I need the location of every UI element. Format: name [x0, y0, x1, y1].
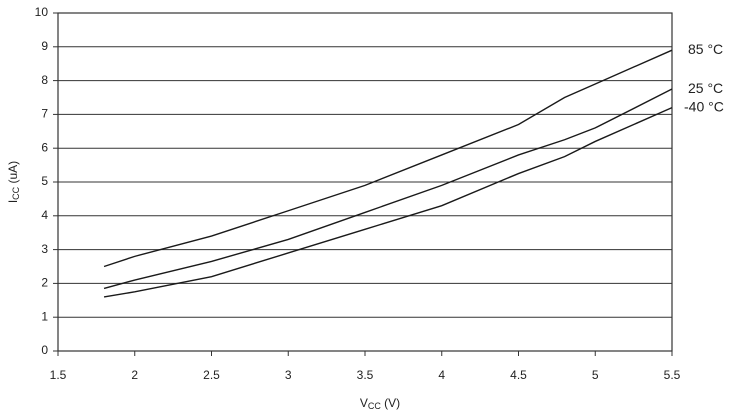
x-tick-label: 4.5: [510, 368, 527, 382]
y-axis-label-rest: (uA): [6, 161, 20, 187]
y-tick-label: 7: [41, 107, 48, 121]
x-tick-label: 3.5: [357, 368, 374, 382]
series-label: 25 °C: [688, 80, 723, 96]
y-axis-label: ICC (uA): [6, 161, 21, 203]
y-tick-label: 10: [35, 5, 49, 19]
y-tick-label: 0: [41, 343, 48, 357]
y-tick-label: 5: [41, 174, 48, 188]
x-tick-label: 2: [131, 368, 138, 382]
series-line: [103, 106, 673, 298]
x-axis-label-rest: (V): [381, 396, 400, 410]
y-tick-label: 1: [41, 309, 48, 323]
y-tick-label: 9: [41, 39, 48, 53]
plot-frame: [57, 12, 673, 352]
y-tick-label: 4: [41, 208, 48, 222]
y-axis-label-main: I: [6, 200, 20, 203]
series-label: 85 °C: [688, 41, 723, 57]
y-tick-label: 2: [41, 276, 48, 290]
y-tick-label: 8: [41, 73, 48, 87]
x-axis-label-main: V: [360, 396, 368, 410]
x-tick-label: 2.5: [203, 368, 220, 382]
series-line: [103, 49, 673, 268]
y-tick-label: 6: [41, 140, 48, 154]
x-tick-label: 4: [438, 368, 445, 382]
x-tick-label: 1.5: [50, 368, 67, 382]
series-label: -40 °C: [684, 98, 724, 114]
series-line: [103, 88, 673, 290]
y-axis-label-sub: CC: [11, 186, 21, 199]
x-tick-label: 5: [592, 368, 599, 382]
x-tick-label: 5.5: [664, 368, 681, 382]
x-axis-label-sub: CC: [368, 401, 381, 411]
x-tick-label: 3: [285, 368, 292, 382]
x-axis-label: VCC (V): [360, 396, 400, 411]
y-tick-label: 3: [41, 242, 48, 256]
